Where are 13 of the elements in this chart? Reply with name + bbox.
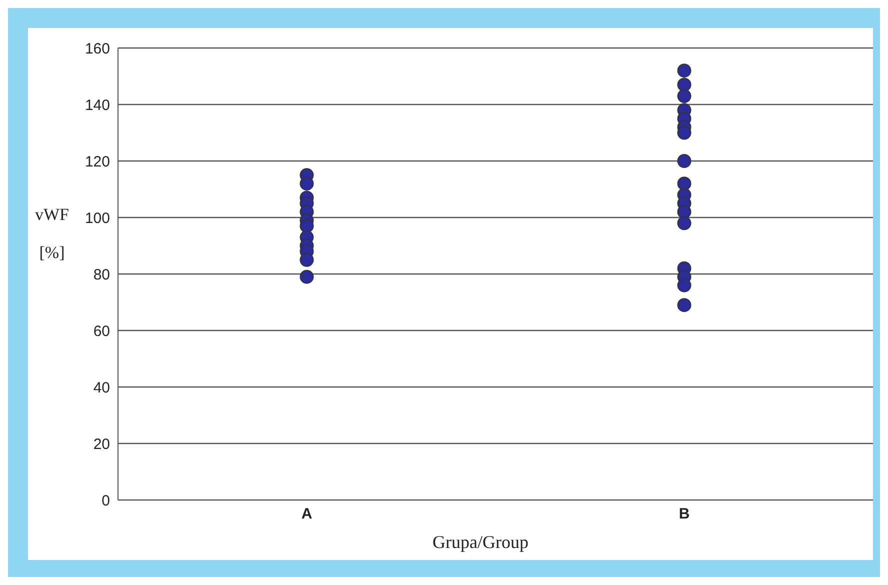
y-tick-label: 20 bbox=[93, 436, 110, 453]
x-axis-title: Grupa/Group bbox=[432, 532, 530, 553]
y-axis-title: vWF [%] bbox=[28, 196, 76, 272]
y-tick-label: 160 bbox=[84, 40, 110, 58]
y-tick-label: 0 bbox=[102, 492, 110, 510]
x-tick-label: B bbox=[678, 506, 690, 523]
y-tick-label: 120 bbox=[84, 153, 110, 170]
y-tick-label: 140 bbox=[84, 96, 110, 114]
x-tick-label: A bbox=[301, 506, 312, 523]
y-tick-label: 60 bbox=[93, 322, 110, 340]
y-tick-label: 80 bbox=[93, 266, 110, 284]
y-tick-label: 40 bbox=[93, 379, 110, 396]
y-tick-label: 100 bbox=[84, 210, 110, 227]
